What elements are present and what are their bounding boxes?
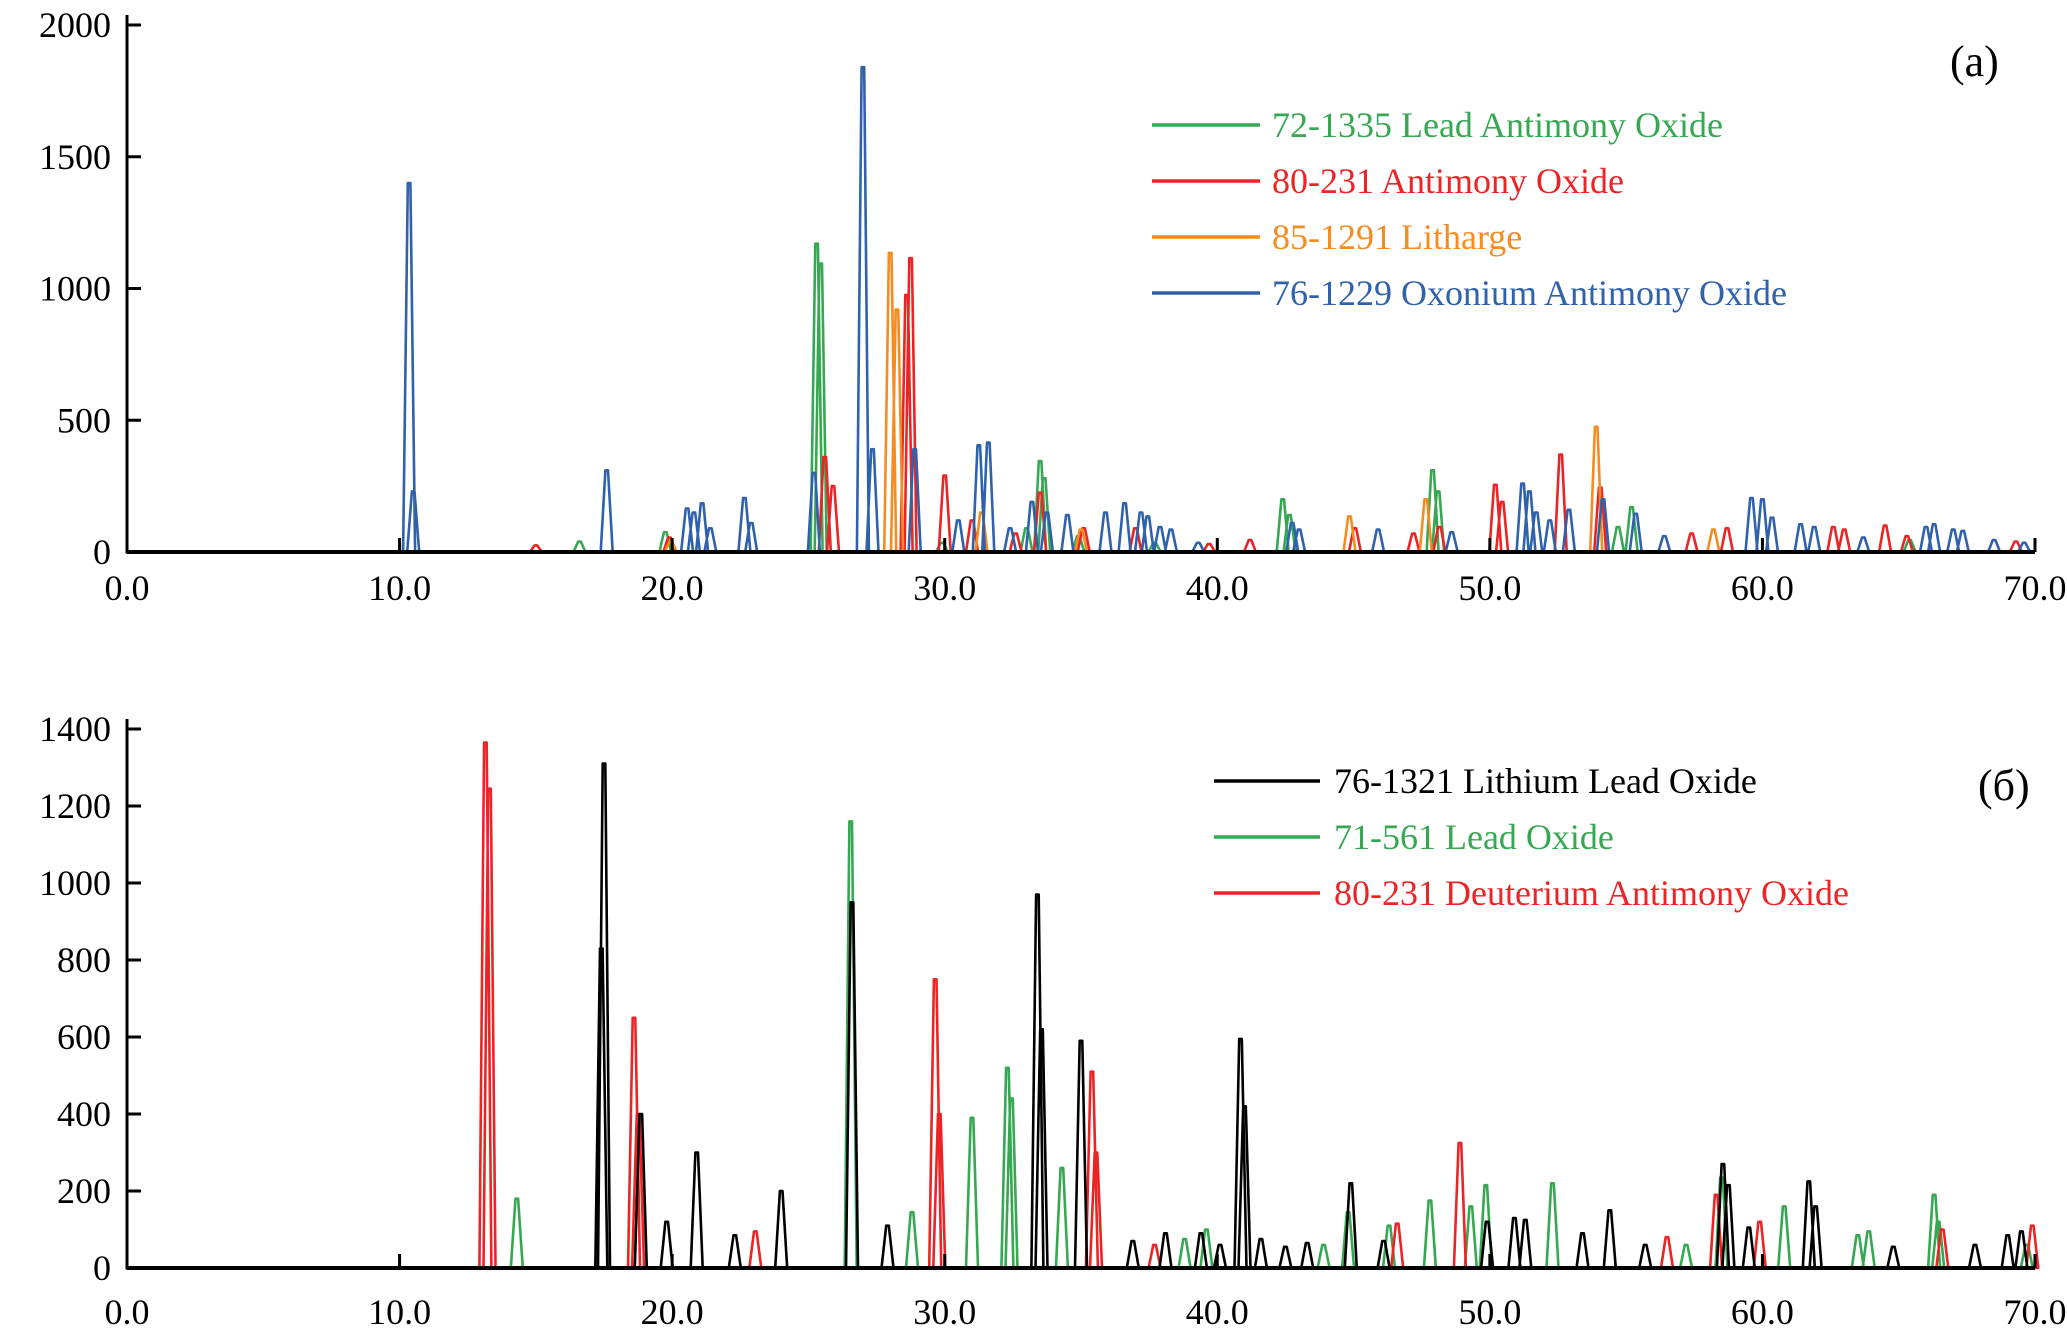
- y-tick-label: 400: [57, 1094, 111, 1134]
- legend-label: 76-1229 Oxonium Antimony Oxide: [1272, 273, 1787, 313]
- legend-label: 85-1291 Litharge: [1272, 217, 1522, 257]
- legend-label: 71-561 Lead Oxide: [1334, 817, 1614, 857]
- x-tick-label: 10.0: [368, 1292, 431, 1332]
- y-tick-label: 2000: [39, 5, 111, 45]
- x-tick-label: 60.0: [1731, 1292, 1794, 1332]
- y-tick-label: 0: [93, 1248, 111, 1288]
- x-tick-label: 40.0: [1186, 568, 1249, 608]
- series-b-2: [127, 762, 2035, 1270]
- series-a-3: [127, 65, 2035, 554]
- x-tick-label: 0.0: [105, 1292, 150, 1332]
- y-tick-label: 1000: [39, 863, 111, 903]
- chart-a-xrd-pattern: 0 500 1000 1500 2000 0.0 10.0 20.0 30.0 40.0 50.0 6…: [39, 5, 2067, 608]
- x-tick-label: 60.0: [1731, 568, 1794, 608]
- y-tick-label: 800: [57, 940, 111, 980]
- y-tick-label: 500: [57, 400, 111, 440]
- legend-label: 80-231 Deuterium Antimony Oxide: [1334, 873, 1849, 913]
- y-tick-label: 600: [57, 1017, 111, 1057]
- panel-label-b: (б): [1978, 761, 2030, 810]
- x-tick-label: 70.0: [2004, 1292, 2067, 1332]
- x-tick-label: 30.0: [913, 1292, 976, 1332]
- legend-label: 76-1321 Lithium Lead Oxide: [1334, 761, 1757, 801]
- x-tick-label: 0.0: [105, 568, 150, 608]
- x-tick-label: 30.0: [913, 568, 976, 608]
- x-tick-label: 40.0: [1186, 1292, 1249, 1332]
- y-tick-label: 1000: [39, 269, 111, 309]
- x-tick-label: 20.0: [641, 568, 704, 608]
- panel-label-a: (a): [1950, 37, 1999, 86]
- chart-b-xrd-pattern: 0 200 400 600 800 1000 1200 1400 0.0 10.0 20.0 30.0…: [39, 709, 2067, 1332]
- legend-label: 72-1335 Lead Antimony Oxide: [1272, 105, 1723, 145]
- y-tick-label: 1500: [39, 137, 111, 177]
- x-tick-label: 70.0: [2004, 568, 2067, 608]
- y-tick-label: 200: [57, 1171, 111, 1211]
- x-tick-label: 20.0: [641, 1292, 704, 1332]
- x-tick-label: 50.0: [1458, 568, 1521, 608]
- y-tick-label: 1400: [39, 709, 111, 749]
- x-tick-label: 50.0: [1458, 1292, 1521, 1332]
- x-tick-label: 10.0: [368, 568, 431, 608]
- y-tick-label: 0: [93, 532, 111, 572]
- y-tick-label: 1200: [39, 786, 111, 826]
- series-b-1: [127, 741, 2040, 1270]
- legend-label: 80-231 Antimony Oxide: [1272, 161, 1624, 201]
- series-a-2: [127, 251, 2035, 554]
